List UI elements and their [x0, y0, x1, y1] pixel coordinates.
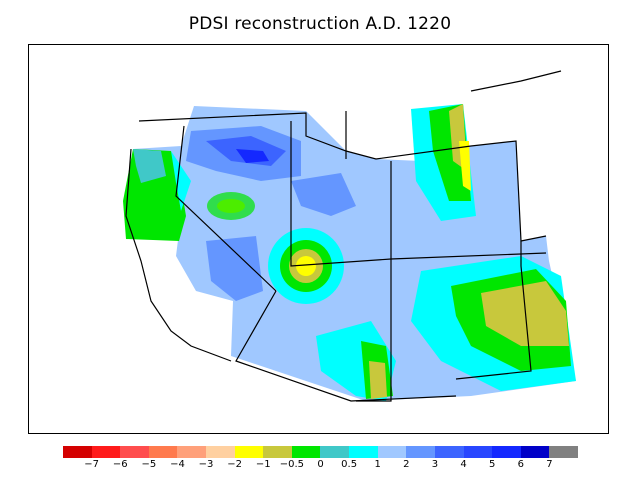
legend-tick-label: −5	[141, 459, 157, 470]
legend-swatch	[234, 446, 264, 458]
legend-swatch	[63, 446, 92, 458]
region-ut-yellow	[296, 256, 316, 276]
legend-tick-label: −0.5	[279, 459, 305, 470]
legend-swatch	[206, 446, 235, 458]
legend-swatch	[291, 446, 321, 458]
legend-swatch	[463, 446, 493, 458]
pdsi-map	[123, 70, 576, 402]
legend-swatch	[434, 446, 464, 458]
legend-swatch	[520, 446, 550, 458]
legend-tick-label: 5	[488, 459, 496, 470]
legend-tick-label: 3	[431, 459, 439, 470]
legend-swatch	[148, 446, 178, 458]
legend-tick-label: −6	[112, 459, 128, 470]
legend-swatch	[91, 446, 121, 458]
legend-tick-label: 0	[317, 459, 324, 470]
region-nw-teal	[133, 149, 166, 183]
legend-colorbar	[63, 446, 578, 458]
legend-ticks: −7 −6 −5 −4 −3 −2 −1 −0.5 0 0.5 1 2 3 4 5 6 7	[63, 459, 578, 473]
legend-tick-label: −4	[170, 459, 185, 470]
legend-swatch	[177, 446, 207, 458]
legend-swatch	[320, 446, 350, 458]
region-nv-green	[207, 192, 255, 220]
legend-swatch	[377, 446, 407, 458]
region-s-olive	[369, 361, 387, 399]
region-c-blue2	[206, 236, 263, 301]
legend-tick-label: −1	[255, 459, 271, 470]
legend-swatch	[549, 446, 578, 458]
legend-swatch	[492, 446, 521, 458]
legend-tick-label: 2	[403, 459, 410, 470]
region-c-blue	[291, 173, 356, 216]
legend-tick-label: −3	[198, 459, 214, 470]
legend-tick-label: −7	[84, 459, 99, 470]
legend-tick-label: 4	[460, 459, 467, 470]
legend-swatch	[263, 446, 292, 458]
boundary-lines	[125, 70, 562, 402]
legend-tick-label: 0.5	[341, 459, 358, 470]
region-n-core	[236, 149, 269, 163]
legend-swatch	[406, 446, 435, 458]
legend-tick-label: −2	[227, 459, 243, 470]
map-frame	[28, 44, 609, 434]
region-ne-yellow	[459, 141, 471, 191]
legend-tick-label: 1	[374, 459, 381, 470]
region-nw-cyan	[171, 151, 191, 211]
legend-swatch	[120, 446, 149, 458]
legend-tick-label: 7	[546, 459, 553, 470]
legend-swatch	[349, 446, 378, 458]
legend-tick-label: 6	[517, 459, 524, 470]
map-title: PDSI reconstruction A.D. 1220	[188, 14, 452, 34]
